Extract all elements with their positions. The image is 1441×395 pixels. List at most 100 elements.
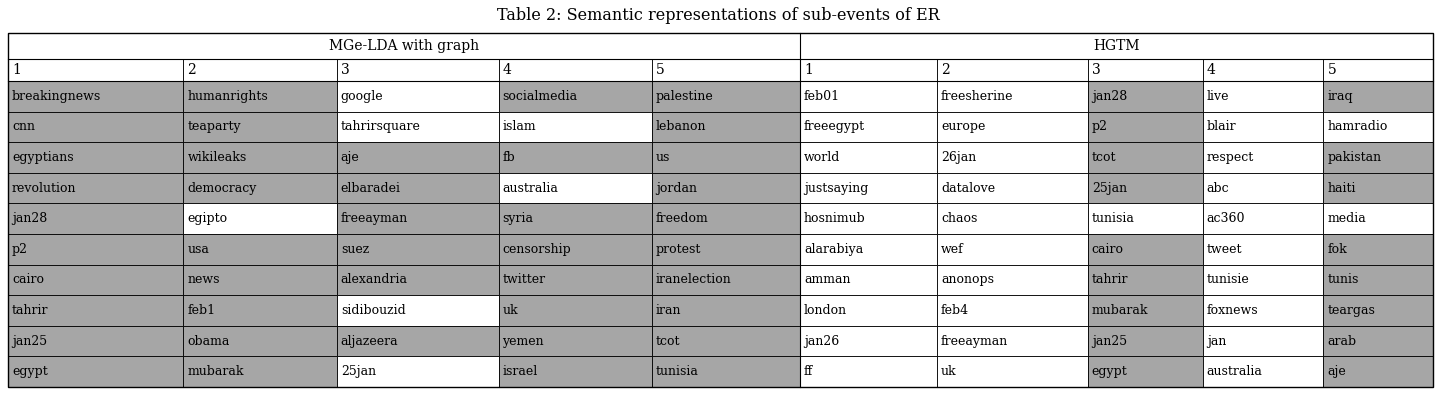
Bar	[1323, 142, 1432, 173]
Bar	[937, 326, 1088, 356]
Text: tcot: tcot	[656, 335, 680, 348]
Bar	[9, 356, 183, 387]
Text: suez: suez	[342, 243, 369, 256]
Bar	[9, 326, 183, 356]
Text: feb4: feb4	[941, 304, 970, 317]
Text: egipto: egipto	[187, 212, 228, 225]
Text: chaos: chaos	[941, 212, 977, 225]
Text: mubarak: mubarak	[1092, 304, 1148, 317]
Text: iran: iran	[656, 304, 682, 317]
Bar	[1203, 295, 1323, 326]
Bar	[1323, 112, 1432, 142]
Bar	[499, 234, 651, 265]
Bar	[1088, 59, 1203, 81]
Text: teaparty: teaparty	[187, 120, 241, 134]
Text: 5: 5	[656, 63, 664, 77]
Bar	[337, 173, 499, 203]
Bar	[1323, 234, 1432, 265]
Text: tunis: tunis	[1327, 273, 1359, 286]
Text: 4: 4	[1206, 63, 1216, 77]
Text: media: media	[1327, 212, 1366, 225]
Bar	[1088, 142, 1203, 173]
Text: world: world	[804, 151, 840, 164]
Text: syria: syria	[503, 212, 533, 225]
Text: justsaying: justsaying	[804, 182, 869, 195]
Text: uk: uk	[503, 304, 519, 317]
Text: feb01: feb01	[804, 90, 840, 103]
Text: ff: ff	[804, 365, 813, 378]
Text: tweet: tweet	[1206, 243, 1242, 256]
Text: wikileaks: wikileaks	[187, 151, 246, 164]
Bar	[9, 81, 183, 112]
Bar	[937, 265, 1088, 295]
Text: 2: 2	[941, 63, 950, 77]
Text: jan: jan	[1206, 335, 1226, 348]
Text: ac360: ac360	[1206, 212, 1245, 225]
Text: amman: amman	[804, 273, 850, 286]
Bar	[1323, 59, 1432, 81]
Text: 3: 3	[342, 63, 350, 77]
Bar	[1088, 295, 1203, 326]
Text: jan25: jan25	[1092, 335, 1127, 348]
Bar	[937, 356, 1088, 387]
Bar	[1203, 112, 1323, 142]
Bar	[1203, 81, 1323, 112]
Text: israel: israel	[503, 365, 537, 378]
Text: hosnimub: hosnimub	[804, 212, 866, 225]
Text: jan26: jan26	[804, 335, 839, 348]
Text: europe: europe	[941, 120, 986, 134]
Bar	[183, 203, 337, 234]
Bar	[183, 112, 337, 142]
Bar	[337, 203, 499, 234]
Text: obama: obama	[187, 335, 229, 348]
Text: jordan: jordan	[656, 182, 697, 195]
Bar	[937, 295, 1088, 326]
Bar	[651, 356, 800, 387]
Text: respect: respect	[1206, 151, 1254, 164]
Text: Table 2: Semantic representations of sub-events of ER: Table 2: Semantic representations of sub…	[497, 7, 940, 24]
Bar	[937, 234, 1088, 265]
Text: lebanon: lebanon	[656, 120, 706, 134]
Bar	[499, 142, 651, 173]
Text: egyptians: egyptians	[12, 151, 73, 164]
Bar	[651, 295, 800, 326]
Bar	[9, 112, 183, 142]
Text: elbaradei: elbaradei	[342, 182, 401, 195]
Text: breakingnews: breakingnews	[12, 90, 101, 103]
Text: egypt: egypt	[1092, 365, 1127, 378]
Bar	[937, 173, 1088, 203]
Bar	[1323, 356, 1432, 387]
Text: 1: 1	[12, 63, 20, 77]
Bar	[9, 59, 183, 81]
Bar	[337, 234, 499, 265]
Text: mubarak: mubarak	[187, 365, 244, 378]
Bar	[800, 326, 937, 356]
Text: us: us	[656, 151, 670, 164]
Bar	[9, 33, 1432, 387]
Bar	[1203, 356, 1323, 387]
Bar	[1323, 81, 1432, 112]
Text: iranelection: iranelection	[656, 273, 732, 286]
Text: 25jan: 25jan	[1092, 182, 1127, 195]
Bar	[937, 81, 1088, 112]
Bar	[9, 33, 800, 59]
Bar	[499, 112, 651, 142]
Bar	[937, 112, 1088, 142]
Text: freedom: freedom	[656, 212, 709, 225]
Bar	[499, 295, 651, 326]
Text: aje: aje	[342, 151, 360, 164]
Bar	[183, 81, 337, 112]
Bar	[1088, 173, 1203, 203]
Text: freeegypt: freeegypt	[804, 120, 865, 134]
Bar	[1088, 234, 1203, 265]
Text: egypt: egypt	[12, 365, 48, 378]
Bar	[651, 59, 800, 81]
Bar	[1088, 81, 1203, 112]
Text: arab: arab	[1327, 335, 1356, 348]
Text: fok: fok	[1327, 243, 1347, 256]
Bar	[1323, 203, 1432, 234]
Text: alexandria: alexandria	[342, 273, 408, 286]
Bar	[1203, 265, 1323, 295]
Bar	[800, 203, 937, 234]
Text: palestine: palestine	[656, 90, 713, 103]
